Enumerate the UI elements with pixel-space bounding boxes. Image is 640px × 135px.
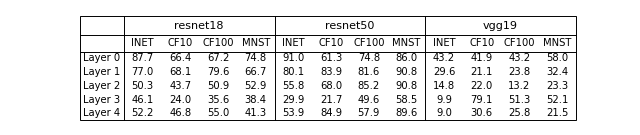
Text: CF10: CF10: [168, 38, 193, 48]
Text: 9.9: 9.9: [436, 95, 452, 105]
Text: 55.8: 55.8: [282, 81, 305, 91]
Text: Layer 2: Layer 2: [83, 81, 120, 91]
Text: 9.0: 9.0: [436, 108, 452, 118]
Text: 51.3: 51.3: [508, 95, 531, 105]
Text: 46.1: 46.1: [132, 95, 154, 105]
Text: 29.6: 29.6: [433, 67, 455, 77]
Text: CF100: CF100: [353, 38, 385, 48]
Text: 49.6: 49.6: [358, 95, 380, 105]
Text: 43.2: 43.2: [433, 53, 455, 63]
Text: 91.0: 91.0: [282, 53, 305, 63]
Text: 21.1: 21.1: [470, 67, 493, 77]
Text: 41.3: 41.3: [244, 108, 267, 118]
Text: INET: INET: [131, 38, 154, 48]
Text: 14.8: 14.8: [433, 81, 455, 91]
Text: 67.2: 67.2: [207, 53, 229, 63]
Text: 89.6: 89.6: [396, 108, 417, 118]
Text: 57.9: 57.9: [358, 108, 380, 118]
Text: MNST: MNST: [543, 38, 572, 48]
Text: 52.2: 52.2: [131, 108, 154, 118]
Text: 90.8: 90.8: [396, 67, 417, 77]
Text: 86.0: 86.0: [396, 53, 417, 63]
Text: INET: INET: [433, 38, 456, 48]
Text: 87.7: 87.7: [132, 53, 154, 63]
Text: 32.4: 32.4: [546, 67, 568, 77]
Text: Layer 0: Layer 0: [83, 53, 120, 63]
Text: 25.8: 25.8: [508, 108, 531, 118]
Text: 50.3: 50.3: [132, 81, 154, 91]
Text: 55.0: 55.0: [207, 108, 229, 118]
Text: 22.0: 22.0: [470, 81, 493, 91]
Text: 23.8: 23.8: [508, 67, 531, 77]
Text: 35.6: 35.6: [207, 95, 229, 105]
Text: 58.0: 58.0: [546, 53, 568, 63]
Text: 61.3: 61.3: [320, 53, 342, 63]
Text: 43.2: 43.2: [508, 53, 531, 63]
Text: 80.1: 80.1: [282, 67, 305, 77]
Text: 74.8: 74.8: [244, 53, 267, 63]
Text: resnet50: resnet50: [325, 21, 374, 31]
Text: 85.2: 85.2: [358, 81, 380, 91]
Text: 77.0: 77.0: [132, 67, 154, 77]
Text: 53.9: 53.9: [282, 108, 305, 118]
Text: 74.8: 74.8: [358, 53, 380, 63]
Text: 43.7: 43.7: [170, 81, 191, 91]
Text: 79.6: 79.6: [207, 67, 229, 77]
Text: 50.9: 50.9: [207, 81, 229, 91]
Text: 41.9: 41.9: [470, 53, 493, 63]
Text: 81.6: 81.6: [358, 67, 380, 77]
Text: 23.3: 23.3: [546, 81, 568, 91]
Text: 66.4: 66.4: [169, 53, 191, 63]
Text: 68.0: 68.0: [320, 81, 342, 91]
Text: 68.1: 68.1: [169, 67, 191, 77]
Text: 66.7: 66.7: [244, 67, 267, 77]
Text: 13.2: 13.2: [508, 81, 531, 91]
Text: 46.8: 46.8: [170, 108, 191, 118]
Text: 58.5: 58.5: [396, 95, 417, 105]
Text: MNST: MNST: [392, 38, 420, 48]
Text: 90.8: 90.8: [396, 81, 417, 91]
Text: 24.0: 24.0: [170, 95, 191, 105]
Text: CF10: CF10: [469, 38, 495, 48]
Text: 21.5: 21.5: [546, 108, 568, 118]
Text: Layer 1: Layer 1: [83, 67, 120, 77]
Text: INET: INET: [282, 38, 305, 48]
Text: CF100: CF100: [202, 38, 234, 48]
Text: Layer 4: Layer 4: [83, 108, 120, 118]
Text: CF10: CF10: [319, 38, 344, 48]
Text: 29.9: 29.9: [282, 95, 305, 105]
Text: resnet18: resnet18: [175, 21, 224, 31]
Text: 79.1: 79.1: [470, 95, 493, 105]
Text: 21.7: 21.7: [320, 95, 342, 105]
Text: 30.6: 30.6: [471, 108, 493, 118]
Text: Layer 3: Layer 3: [83, 95, 120, 105]
Text: MNST: MNST: [241, 38, 270, 48]
Text: vgg19: vgg19: [483, 21, 518, 31]
Text: 83.9: 83.9: [320, 67, 342, 77]
Text: 52.1: 52.1: [546, 95, 568, 105]
Text: 52.9: 52.9: [244, 81, 267, 91]
Text: 38.4: 38.4: [244, 95, 267, 105]
Text: 84.9: 84.9: [320, 108, 342, 118]
Text: CF100: CF100: [504, 38, 535, 48]
